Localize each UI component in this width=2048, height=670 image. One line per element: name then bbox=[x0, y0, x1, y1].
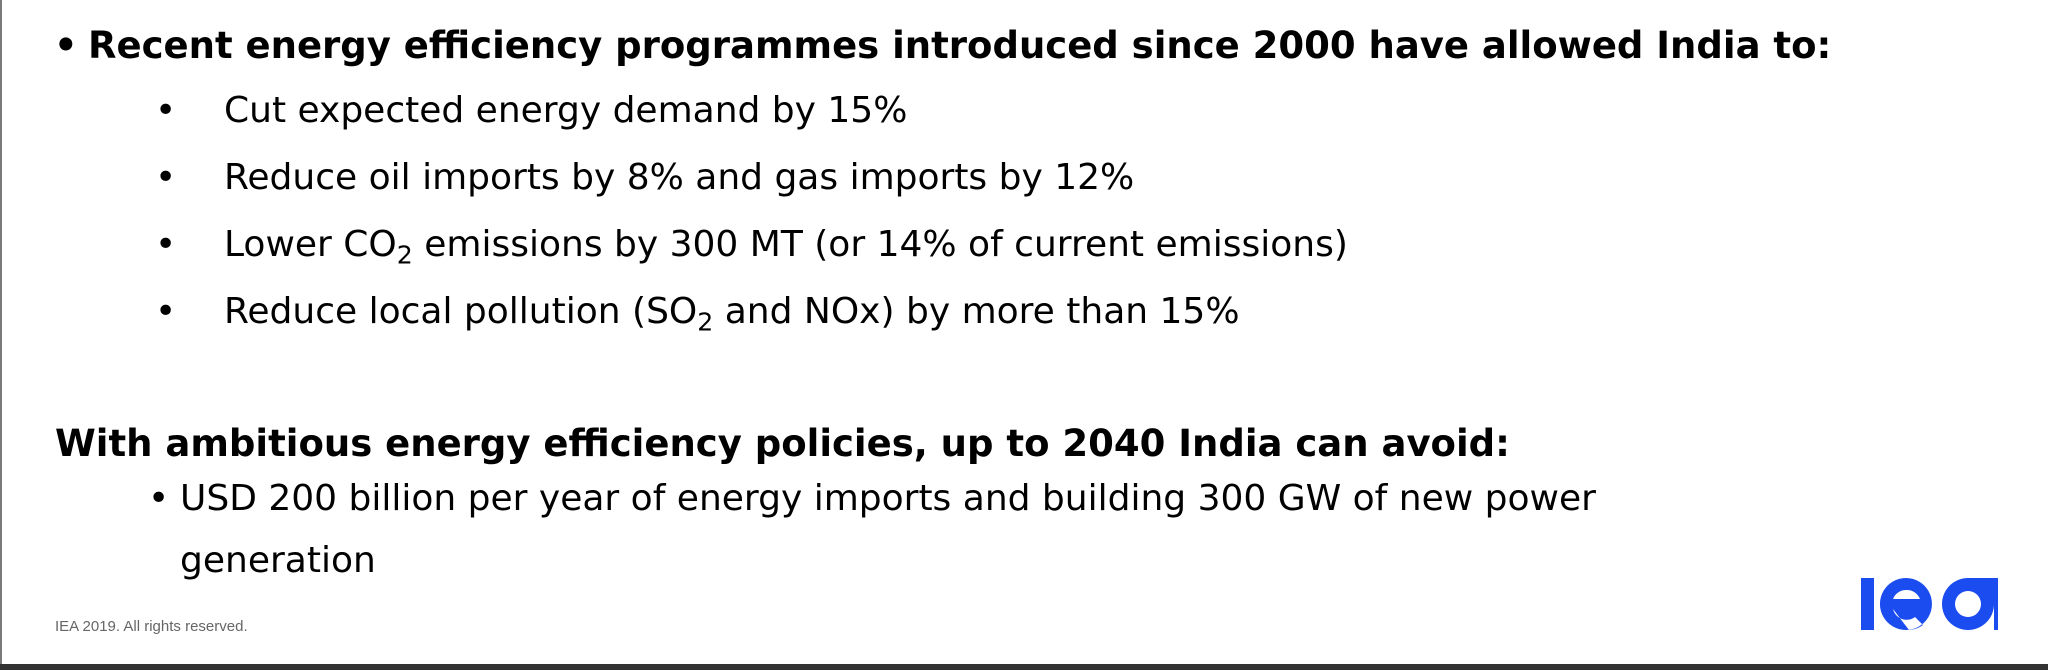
iea-logo bbox=[1861, 578, 1998, 630]
list-item-text: Lower CO bbox=[224, 224, 397, 265]
heading-recent-programmes: Recent energy efficiency programmes intr… bbox=[88, 24, 1832, 67]
heading-ambitious-policies: With ambitious energy efficiency policie… bbox=[55, 422, 1510, 465]
bullet: • bbox=[54, 24, 78, 67]
list-item: Cut expected energy demand by 15% bbox=[224, 90, 907, 131]
list-item-text: emissions by 300 MT (or 14% of current e… bbox=[412, 224, 1348, 265]
list-item: Reduce oil imports by 8% and gas imports… bbox=[224, 157, 1134, 198]
list-item-continuation: generation bbox=[180, 540, 376, 581]
bullet: • bbox=[155, 90, 177, 131]
subscript: 2 bbox=[396, 240, 413, 270]
list-item-text: Cut expected energy demand by 15% bbox=[224, 90, 908, 131]
list-item-text: Reduce local pollution (SO bbox=[224, 291, 698, 332]
list-item: Lower CO2 emissions by 300 MT (or 14% of… bbox=[224, 224, 1348, 268]
subscript: 2 bbox=[697, 307, 714, 337]
list-item-text: and NOx) by more than 15% bbox=[713, 291, 1240, 332]
list-item: Reduce local pollution (SO2 and NOx) by … bbox=[224, 291, 1240, 335]
bullet: • bbox=[155, 224, 177, 265]
copyright-footer: IEA 2019. All rights reserved. bbox=[55, 618, 248, 635]
list-item: USD 200 billion per year of energy impor… bbox=[180, 478, 1596, 519]
bullet: • bbox=[148, 478, 170, 519]
bullet: • bbox=[155, 157, 177, 198]
bullet: • bbox=[155, 291, 177, 332]
list-item-text: Reduce oil imports by 8% and gas imports… bbox=[224, 157, 1135, 198]
bottom-border bbox=[0, 664, 2048, 670]
